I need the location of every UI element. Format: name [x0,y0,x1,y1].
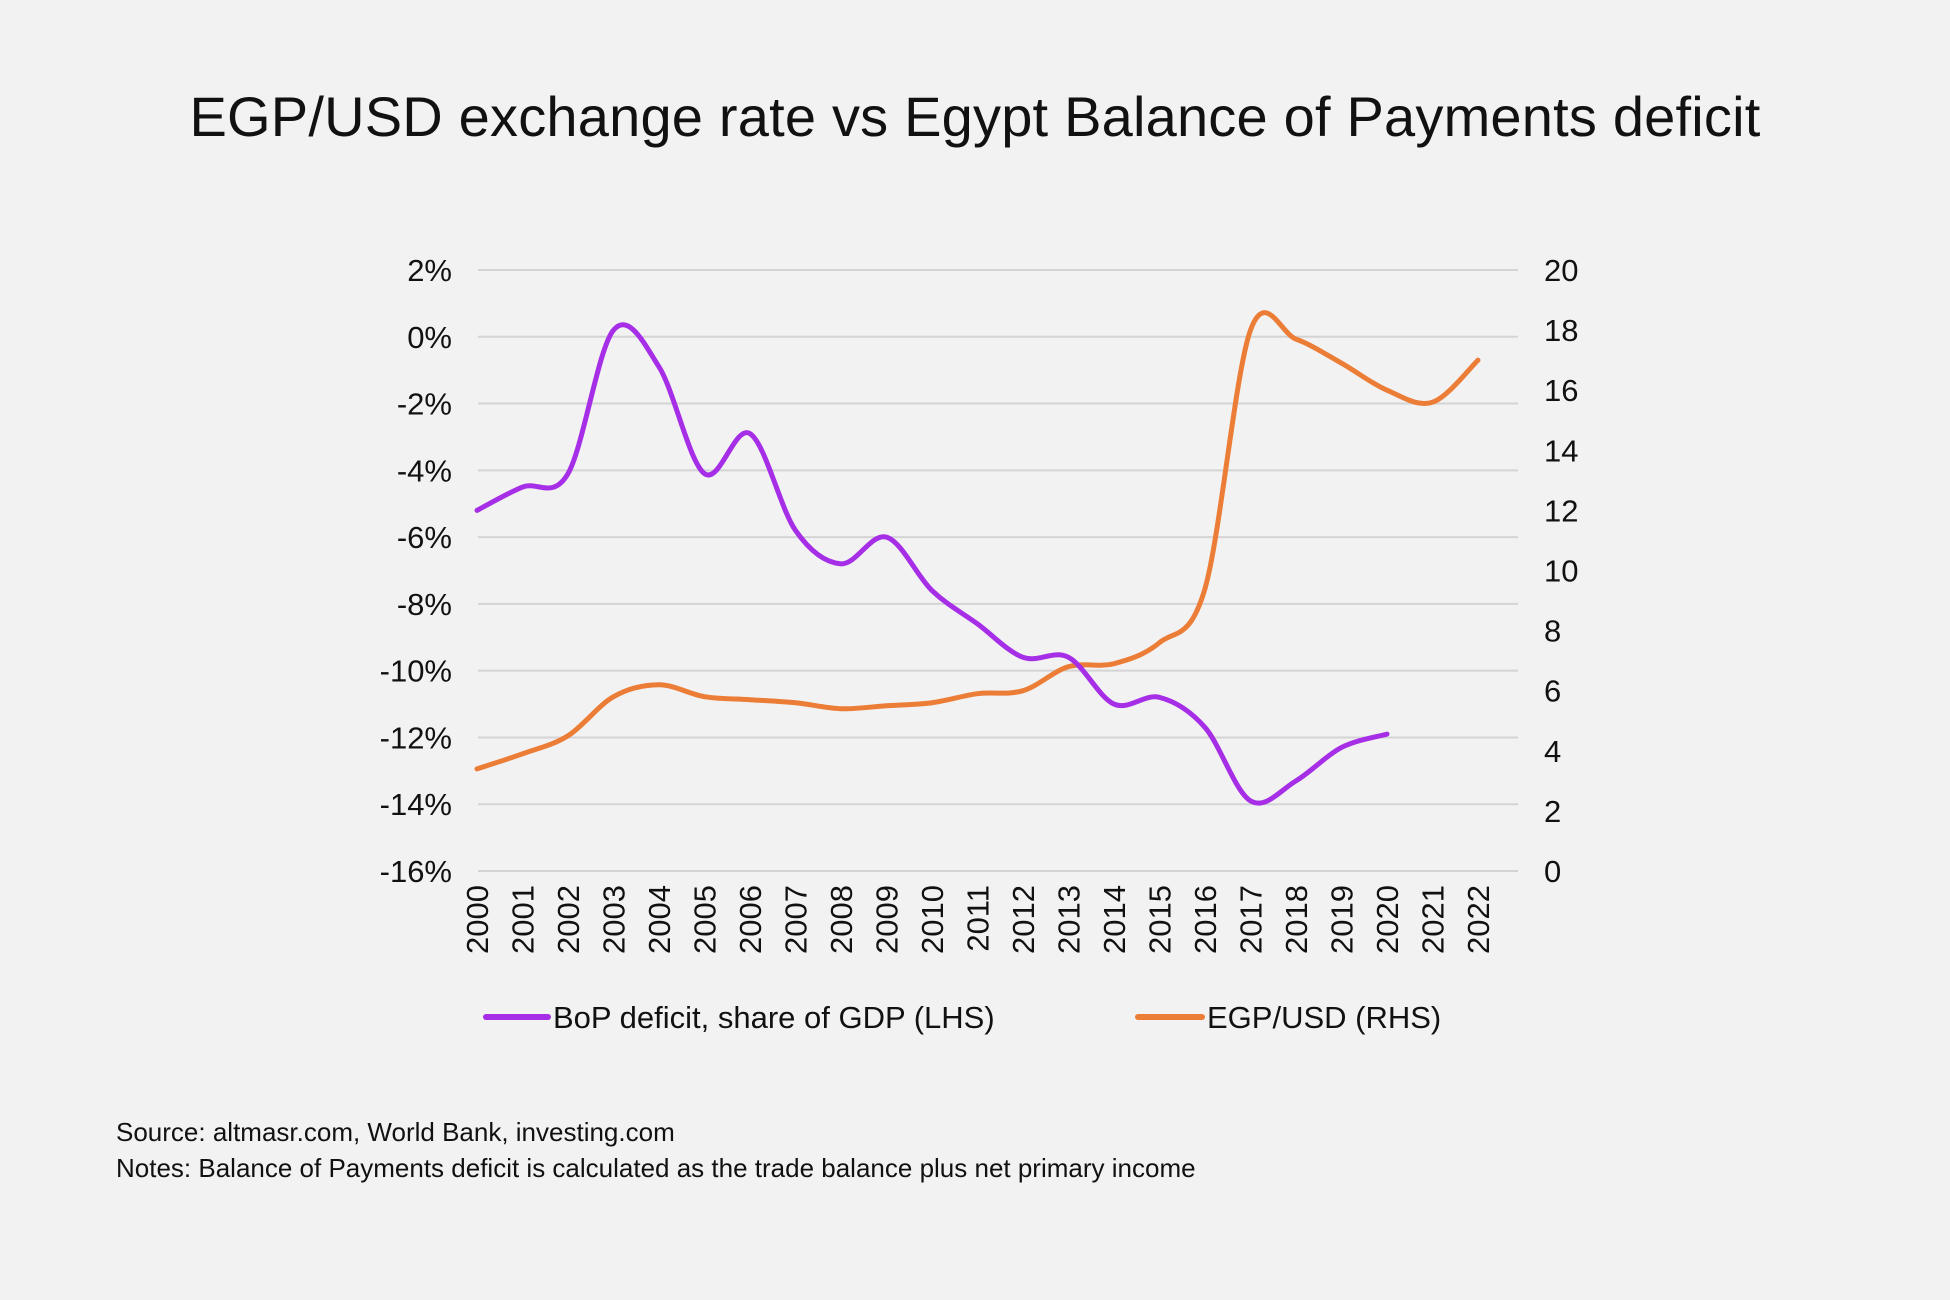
left-tick-label: -4% [397,453,452,488]
left-tick-label: -2% [397,387,452,422]
legend: BoP deficit, share of GDP (LHS) EGP/USD (… [483,1000,1441,1035]
right-tick-label: 2 [1544,794,1561,829]
left-tick-label: 2% [407,253,452,288]
chart-title: EGP/USD exchange rate vs Egypt Balance o… [189,85,1761,148]
source-note: Source: altmasr.com, World Bank, investi… [116,1117,675,1147]
left-tick-label: -10% [380,654,452,689]
x-tick-label: 2014 [1097,885,1132,954]
legend-label: EGP/USD (RHS) [1207,1000,1441,1035]
x-tick-label: 2020 [1370,885,1405,954]
right-tick-label: 18 [1544,313,1578,348]
x-tick-label: 2004 [642,885,677,954]
x-tick-label: 2009 [870,885,905,954]
x-tick-label: 2013 [1052,885,1087,954]
left-tick-label: -16% [380,854,452,889]
left-axis: 2% 0% -2% -4% -6% -8% -10% -12% -14% -16% [380,253,452,889]
x-tick-label: 2007 [779,885,814,954]
x-tick-label: 2011 [961,885,996,952]
right-tick-label: 14 [1544,433,1578,468]
right-tick-label: 20 [1544,253,1578,288]
x-tick-label: 2010 [915,885,950,954]
right-tick-label: 10 [1544,554,1578,589]
left-tick-label: -6% [397,520,452,555]
x-axis: 2000 2001 2002 2003 2004 2005 2006 2007 2008 2009… [460,885,1496,954]
left-tick-label: -8% [397,587,452,622]
x-tick-label: 2017 [1234,885,1269,954]
x-tick-label: 2016 [1188,885,1223,954]
egp-usd-line [474,310,1481,772]
x-tick-label: 2006 [733,885,768,954]
right-tick-label: 12 [1544,493,1578,528]
legend-label: BoP deficit, share of GDP (LHS) [553,1000,995,1035]
x-tick-label: 2018 [1279,885,1314,954]
right-tick-label: 4 [1544,734,1561,769]
x-tick-label: 2022 [1461,885,1496,954]
right-tick-label: 16 [1544,373,1578,408]
right-tick-label: 6 [1544,674,1561,709]
left-tick-label: -12% [380,720,452,755]
x-tick-label: 2002 [551,885,586,954]
right-tick-label: 0 [1544,854,1561,889]
bop-deficit-line [474,322,1390,806]
gridlines [478,269,1518,872]
x-tick-label: 2003 [597,885,632,954]
x-tick-label: 2005 [688,885,723,954]
x-tick-label: 2012 [1006,885,1041,954]
x-tick-label: 2001 [506,885,541,954]
series-lines [474,310,1481,806]
notes-text: Notes: Balance of Payments deficit is ca… [116,1153,1196,1183]
left-tick-label: 0% [407,320,452,355]
x-tick-label: 2021 [1416,885,1451,954]
x-tick-label: 2015 [1143,885,1178,954]
left-tick-label: -14% [380,787,452,822]
x-tick-label: 2019 [1325,885,1360,954]
right-tick-label: 8 [1544,614,1561,649]
x-tick-label: 2000 [460,885,495,954]
x-tick-label: 2008 [824,885,859,954]
